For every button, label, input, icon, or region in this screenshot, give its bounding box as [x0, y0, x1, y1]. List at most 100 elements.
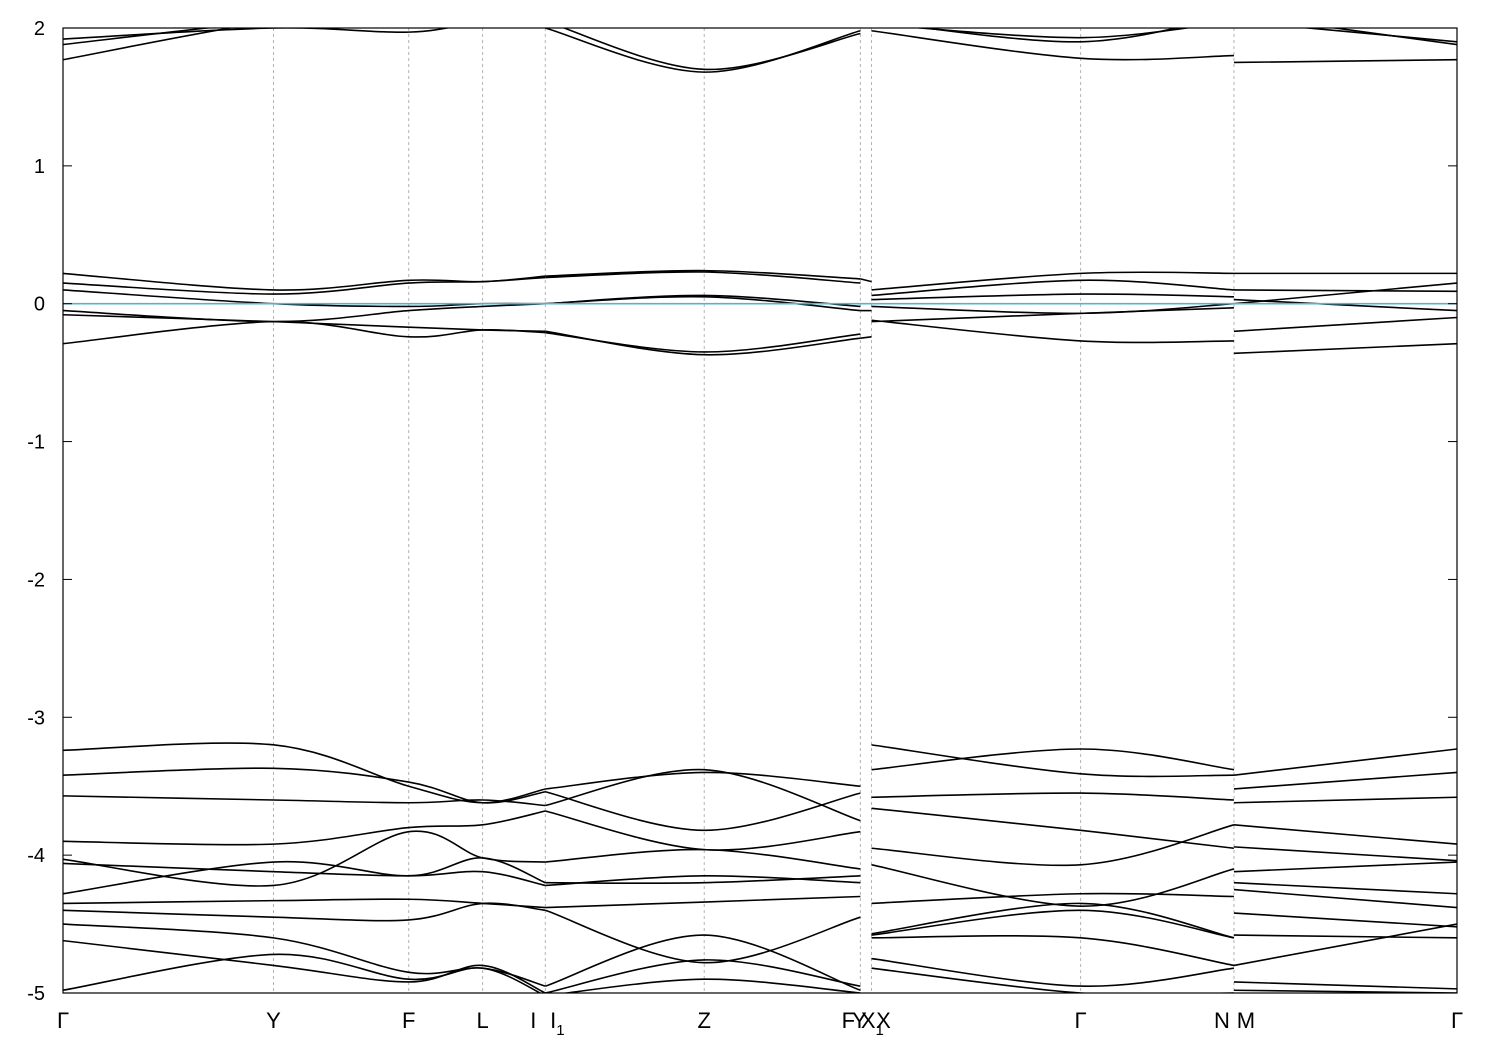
band-line: [1329, 28, 1457, 46]
band-line: [1233, 342, 1457, 355]
band-line: [871, 29, 1234, 61]
band-line: [63, 810, 546, 846]
band-line: [545, 909, 861, 964]
k-point-label: F: [402, 1008, 415, 1033]
band-line: [545, 875, 861, 887]
band-line: [919, 28, 1180, 43]
x-axis-k-labels: Γ Y F L I I1 Z F X1Y X Γ N M Γ: [57, 1008, 1463, 1039]
band-line: [1233, 881, 1457, 895]
k-point-label: Γ: [1075, 1008, 1087, 1033]
y-tick-label: -3: [27, 707, 45, 729]
band-line: [871, 302, 1235, 315]
band-lines: [63, 28, 1457, 993]
band-line: [545, 295, 861, 312]
k-point-label: Γ: [1451, 1008, 1463, 1033]
band-line: [545, 768, 861, 822]
band-line: [562, 28, 861, 71]
band-line: [545, 269, 861, 280]
band-line: [1233, 846, 1457, 862]
y-tick-label: 1: [34, 156, 45, 178]
k-point-label: I: [530, 1008, 536, 1033]
band-line: [871, 279, 1235, 297]
band-line: [871, 935, 1235, 967]
band-line: [1233, 316, 1457, 333]
band-line: [545, 771, 861, 790]
band-line: [1233, 58, 1457, 64]
k-point-label: Y: [852, 1008, 867, 1033]
band-line: [63, 767, 546, 804]
band-line: [871, 271, 1234, 291]
band-line: [871, 902, 1235, 939]
band-line: [63, 857, 546, 895]
band-line: [1233, 923, 1457, 967]
band-line: [1233, 934, 1457, 939]
y-axis: 2 1 0 -1 -2 -3 -4 -5: [27, 18, 1457, 1005]
band-line: [1233, 912, 1457, 928]
band-line: [1233, 981, 1457, 990]
y-tick-label: 2: [34, 18, 45, 40]
band-line: [871, 967, 1234, 993]
band-line: [545, 848, 861, 870]
band-line: [63, 28, 451, 40]
band-line: [871, 957, 1235, 987]
band-line: [63, 902, 546, 922]
band-line: [545, 895, 861, 909]
k-point-label: I1: [550, 1008, 564, 1039]
band-line: [545, 271, 861, 284]
band-line: [63, 320, 546, 345]
band-line: [545, 331, 861, 353]
band-line: [1233, 289, 1457, 293]
plot-frame: [62, 27, 1458, 994]
band-line: [63, 28, 235, 61]
band-line: [1233, 282, 1457, 305]
band-line: [545, 790, 861, 832]
band-line: [912, 28, 1192, 39]
band-line: [871, 864, 1235, 907]
y-tick-label: -4: [27, 845, 45, 867]
band-line: [1233, 298, 1457, 312]
band-line: [871, 748, 1235, 771]
band-line: [1233, 796, 1457, 804]
band-line: [1233, 771, 1457, 790]
band-line: [63, 862, 546, 887]
band-line: [871, 319, 1234, 344]
band-line: [545, 28, 861, 73]
band-line: [871, 792, 1234, 801]
k-point-label: X1: [861, 1008, 884, 1039]
y-tick-label: -1: [27, 432, 45, 454]
k-point-label: Γ: [57, 1008, 69, 1033]
band-line: [63, 302, 546, 323]
band-line: [63, 953, 542, 993]
band-line: [871, 744, 1234, 778]
y-tick-label: 0: [34, 294, 45, 316]
band-line: [1233, 861, 1457, 873]
band-line: [860, 278, 872, 283]
band-line: [871, 307, 1234, 323]
band-line: [545, 959, 861, 993]
band-line: [1299, 28, 1457, 43]
band-line: [1233, 748, 1457, 776]
band-line: [561, 978, 861, 993]
band-line: [871, 892, 1234, 905]
band-line: [860, 336, 872, 339]
band-line: [63, 28, 214, 46]
band-line: [63, 742, 546, 804]
band-line: [871, 293, 1234, 301]
k-point-label: N: [1214, 1008, 1230, 1033]
band-line: [1233, 824, 1457, 845]
band-line: [1233, 888, 1457, 909]
k-point-label: L: [476, 1008, 488, 1033]
band-line: [871, 909, 1235, 939]
band-line: [63, 898, 546, 909]
k-point-label: Y: [266, 1008, 281, 1033]
band-line: [63, 276, 546, 295]
k-point-label: X: [876, 1008, 891, 1033]
y-tick-label: -2: [27, 569, 45, 591]
y-tick-label: -5: [27, 983, 45, 1005]
k-point-label: F: [842, 1008, 855, 1033]
band-line: [871, 824, 1235, 867]
band-line: [871, 807, 1235, 850]
k-point-label: Z: [698, 1008, 711, 1033]
band-line: [63, 795, 546, 807]
